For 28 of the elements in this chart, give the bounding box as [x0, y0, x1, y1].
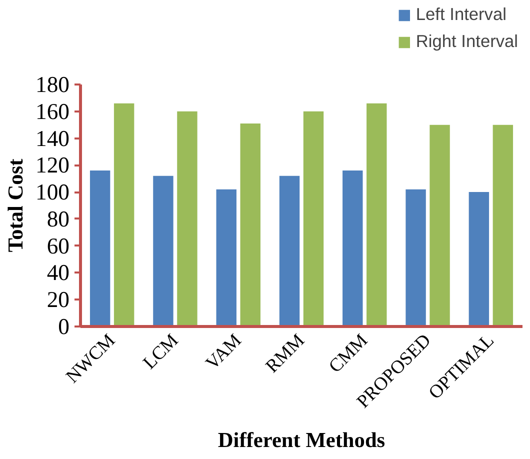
- y-tick-label: 100: [36, 180, 70, 205]
- bar: [342, 170, 363, 326]
- y-tick-label: 60: [46, 233, 70, 258]
- bar: [177, 111, 198, 326]
- y-tick-label: 20: [46, 287, 70, 312]
- bar: [114, 103, 134, 326]
- y-tick-label: 40: [46, 260, 70, 286]
- bar: [366, 103, 387, 326]
- legend-label: Right Interval: [416, 31, 518, 52]
- bar: [406, 189, 426, 326]
- y-tick-label: 0: [58, 314, 70, 339]
- bar: [279, 176, 300, 326]
- x-axis-title: Different Methods: [218, 428, 386, 452]
- bar: [153, 176, 174, 326]
- bar: [468, 192, 490, 326]
- y-tick-label: 160: [36, 98, 70, 124]
- y-tick-label: 80: [46, 206, 70, 232]
- y-tick-label: 140: [36, 126, 70, 151]
- bar: [492, 124, 514, 326]
- y-tick-label: 180: [36, 72, 70, 97]
- bar: [90, 170, 110, 326]
- y-tick-label: 120: [36, 152, 70, 178]
- bar: [240, 123, 260, 326]
- bar: [303, 111, 324, 326]
- bar: [430, 124, 450, 326]
- y-axis-title: Total Cost: [4, 158, 28, 252]
- bar: [216, 189, 236, 326]
- legend-label: Left Interval: [416, 4, 506, 25]
